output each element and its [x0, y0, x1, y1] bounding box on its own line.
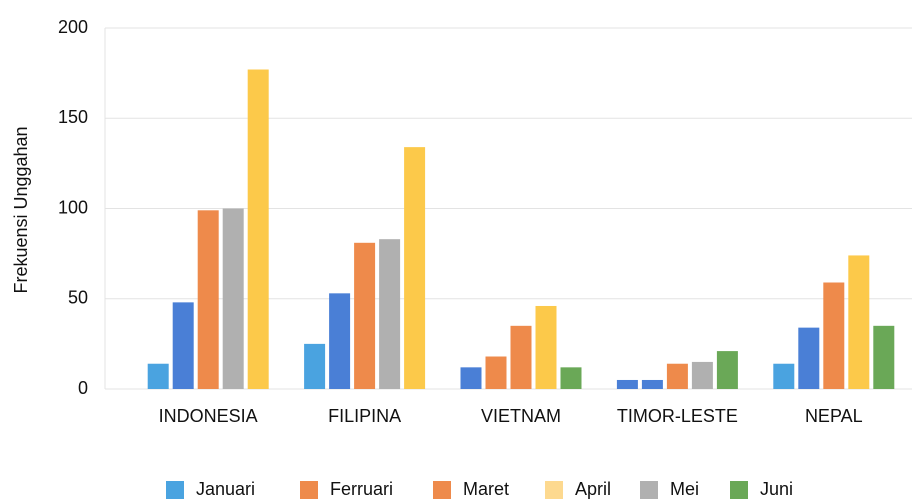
- legend-label: Ferruari: [330, 479, 393, 499]
- x-tick-label: INDONESIA: [159, 406, 258, 426]
- bar: [329, 293, 351, 389]
- bar: [848, 255, 870, 389]
- y-axis-title: Frekuensi Unggahan: [11, 126, 31, 293]
- bar: [147, 363, 169, 389]
- bar: [485, 356, 507, 389]
- legend-label: Maret: [463, 479, 509, 499]
- legend-label: April: [575, 479, 611, 499]
- legend-swatch: [640, 481, 658, 499]
- bar: [535, 305, 557, 389]
- y-tick-label: 50: [68, 288, 88, 308]
- bar: [304, 343, 326, 389]
- bar: [773, 363, 795, 389]
- bar: [691, 361, 713, 389]
- bar: [560, 367, 582, 389]
- x-tick-label: TIMOR-LESTE: [617, 406, 738, 426]
- bar: [460, 367, 482, 389]
- x-tick-label: VIETNAM: [481, 406, 561, 426]
- bar: [247, 69, 269, 389]
- legend-label: Juni: [760, 479, 793, 499]
- bar: [379, 239, 401, 389]
- bar: [798, 327, 820, 389]
- bar: [616, 379, 638, 389]
- bar: [641, 379, 663, 389]
- bar: [873, 325, 895, 389]
- y-tick-label: 0: [78, 378, 88, 398]
- bar: [172, 302, 194, 389]
- legend-swatch: [433, 481, 451, 499]
- x-tick-label: FILIPINA: [328, 406, 401, 426]
- y-tick-label: 100: [58, 197, 88, 217]
- legend-swatch: [545, 481, 563, 499]
- legend-label: Januari: [196, 479, 255, 499]
- bar: [823, 282, 845, 389]
- bar: [404, 147, 426, 389]
- bar: [716, 351, 738, 389]
- x-tick-label: NEPAL: [805, 406, 863, 426]
- legend-swatch: [730, 481, 748, 499]
- bar: [354, 242, 376, 389]
- y-tick-label: 150: [58, 107, 88, 127]
- bar: [197, 210, 219, 389]
- y-tick-label: 200: [58, 17, 88, 37]
- legend-swatch: [166, 481, 184, 499]
- bar: [510, 325, 532, 389]
- bar: [222, 208, 244, 389]
- legend-label: Mei: [670, 479, 699, 499]
- bar: [666, 363, 688, 389]
- legend-swatch: [300, 481, 318, 499]
